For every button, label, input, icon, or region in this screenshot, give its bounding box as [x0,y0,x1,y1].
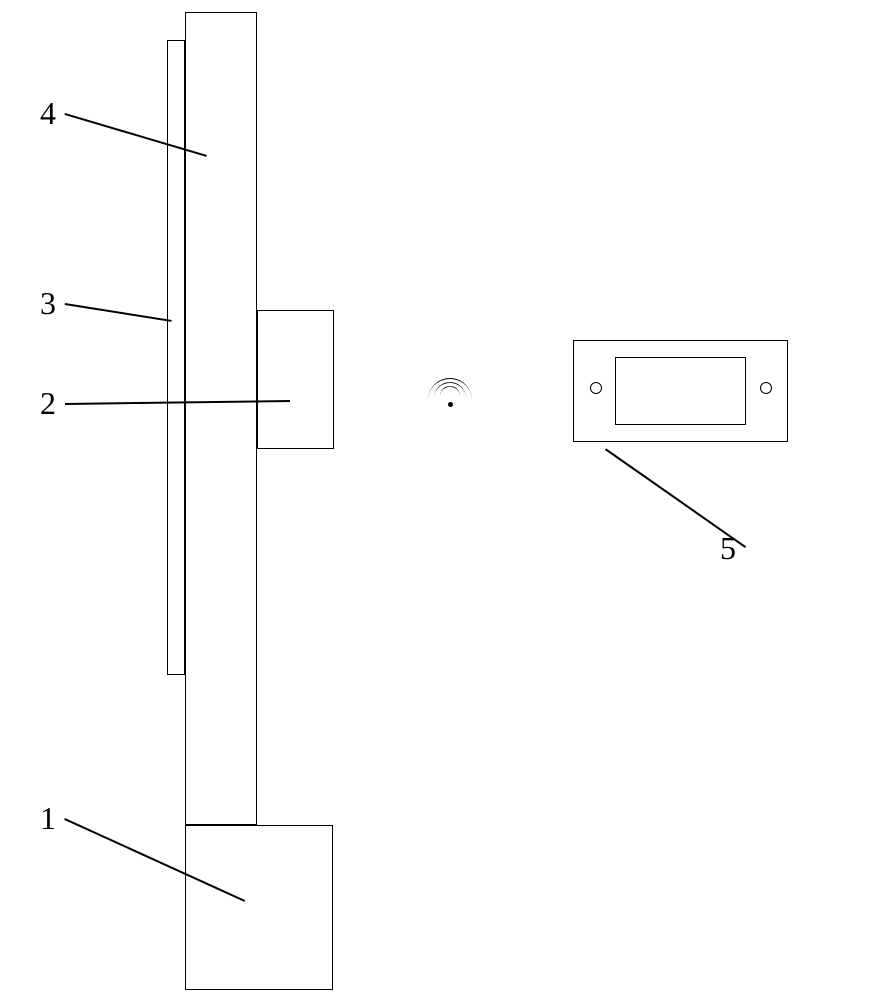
label-3: 3 [40,285,56,322]
wifi-dot [448,402,453,407]
label-4: 4 [40,95,56,132]
post [185,12,257,825]
base [185,825,333,990]
receiver-screw-right [760,382,772,394]
label-2: 2 [40,385,56,422]
side-strip [167,40,185,675]
receiver-inner [615,357,746,425]
module [257,310,334,449]
leader-5 [605,449,746,548]
leader-3 [65,303,172,321]
label-1: 1 [40,800,56,837]
receiver-screw-left [590,382,602,394]
